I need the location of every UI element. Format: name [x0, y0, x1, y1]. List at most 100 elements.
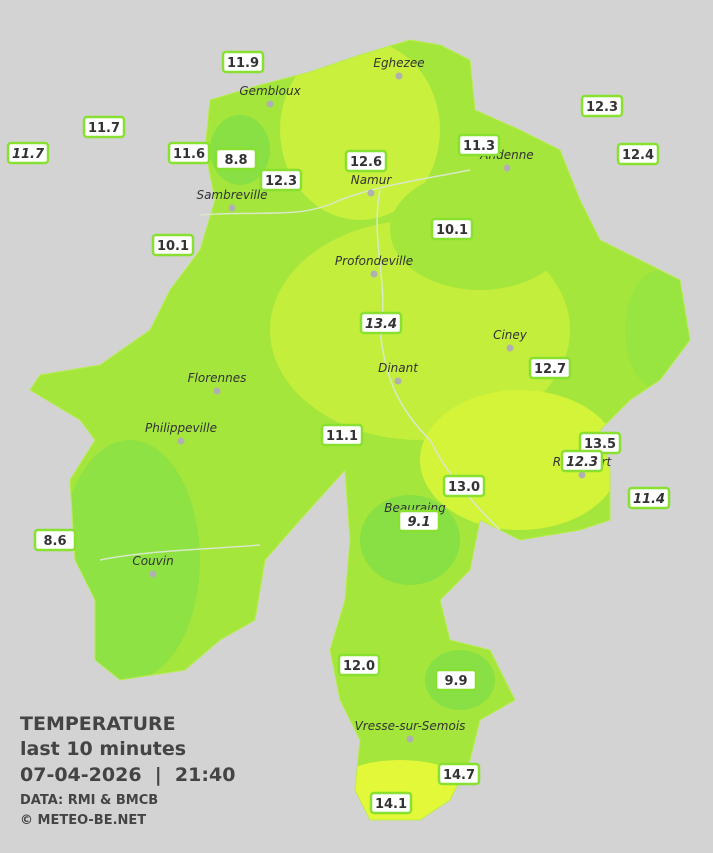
city-name: Philippeville	[145, 421, 217, 435]
city-dot	[266, 100, 274, 108]
station-value: 12.0	[343, 659, 375, 674]
station-value: 12.7	[534, 362, 566, 377]
city-dot	[367, 189, 375, 197]
station-label: 10.1	[151, 233, 195, 257]
station-value: 11.9	[227, 56, 259, 71]
station-label: 11.7	[82, 115, 126, 139]
label-box	[259, 168, 303, 192]
station-label: 12.3	[560, 449, 604, 473]
city-name: Eghezee	[373, 56, 424, 70]
city-name: Dinant	[378, 361, 419, 375]
station-label: 14.7	[437, 762, 481, 786]
station-value: 11.1	[326, 429, 358, 444]
label-box	[580, 94, 624, 118]
station-label: 11.7	[6, 141, 50, 165]
label-box	[430, 217, 474, 241]
station-value: 8.8	[224, 153, 247, 168]
city-dot	[503, 164, 511, 172]
city-dot	[149, 570, 157, 578]
station-label: 8.6	[33, 528, 77, 552]
station-label: 11.3	[457, 133, 501, 157]
station-value: 14.1	[375, 797, 407, 812]
label-box	[369, 791, 413, 815]
label-box	[434, 668, 478, 692]
station-label: 12.4	[616, 142, 660, 166]
label-box	[528, 356, 572, 380]
city-name: Gembloux	[239, 84, 301, 98]
label-box	[33, 528, 77, 552]
label-box	[214, 147, 258, 171]
station-label: 12.7	[528, 356, 572, 380]
credit: © METEO-BE.NET	[20, 813, 146, 828]
label-box	[627, 486, 671, 510]
city-dot	[406, 735, 414, 743]
station-value: 12.4	[622, 148, 654, 163]
station-label: 12.0	[337, 653, 381, 677]
credit: DATA: RMI & BMCB	[20, 793, 158, 808]
station-value: 8.6	[43, 534, 66, 549]
station-label: 8.8	[214, 147, 258, 171]
station-value: 9.9	[444, 674, 467, 689]
station-value: 12.3	[586, 100, 618, 115]
city-name: Namur	[351, 173, 393, 187]
city-name: Couvin	[132, 554, 173, 568]
station-value: 12.3	[566, 455, 598, 470]
station-value: 12.3	[265, 174, 297, 189]
station-label: 10.1	[430, 217, 474, 241]
station-value: 12.6	[350, 155, 382, 170]
station-label: 13.0	[442, 474, 486, 498]
label-box	[151, 233, 195, 257]
station-label: 13.4	[359, 311, 403, 335]
city-dot	[228, 204, 236, 212]
label-box	[6, 141, 50, 165]
station-label: 12.3	[580, 94, 624, 118]
station-label: 11.6	[167, 141, 211, 165]
label-box	[344, 149, 388, 173]
station-value: 10.1	[436, 223, 468, 238]
label-box	[616, 142, 660, 166]
station-value: 11.4	[633, 492, 665, 507]
station-label: 11.9	[221, 50, 265, 74]
station-value: 14.7	[443, 768, 475, 783]
station-value: 10.1	[157, 239, 189, 254]
city-dot	[395, 72, 403, 80]
label-box	[442, 474, 486, 498]
city-dot	[578, 471, 586, 479]
station-value: 13.0	[448, 480, 480, 495]
city-name: Sambreville	[196, 188, 267, 202]
city-dot	[177, 437, 185, 445]
label-box	[320, 423, 364, 447]
station-label: 9.1	[397, 509, 441, 533]
label-box	[82, 115, 126, 139]
city-dot	[506, 344, 514, 352]
label-box	[221, 50, 265, 74]
city-name: Florennes	[188, 371, 247, 385]
station-label: 11.1	[320, 423, 364, 447]
city-dot	[213, 387, 221, 395]
station-value: 11.7	[88, 121, 120, 136]
station-value: 9.1	[407, 515, 430, 530]
label-box	[167, 141, 211, 165]
label-box	[560, 449, 604, 473]
station-value: 11.3	[463, 139, 495, 154]
station-value: 11.7	[12, 147, 45, 162]
title: TEMPERATURE	[20, 713, 176, 735]
city-name: Profondeville	[335, 254, 413, 268]
label-box	[337, 653, 381, 677]
city-name: Vresse-sur-Semois	[355, 719, 466, 733]
station-value: 13.4	[365, 317, 397, 332]
label-box	[457, 133, 501, 157]
station-value: 11.6	[173, 147, 205, 162]
station-value: 13.5	[584, 437, 616, 452]
label-box	[359, 311, 403, 335]
station-label: 12.6	[344, 149, 388, 173]
label-box	[437, 762, 481, 786]
timestamp: 07-04-2026 | 21:40	[20, 764, 235, 786]
label-box	[397, 509, 441, 533]
city-dot	[370, 270, 378, 278]
city-name: Ciney	[493, 328, 528, 342]
city-dot	[394, 377, 402, 385]
station-label: 13.5	[578, 431, 622, 455]
station-label: 9.9	[434, 668, 478, 692]
